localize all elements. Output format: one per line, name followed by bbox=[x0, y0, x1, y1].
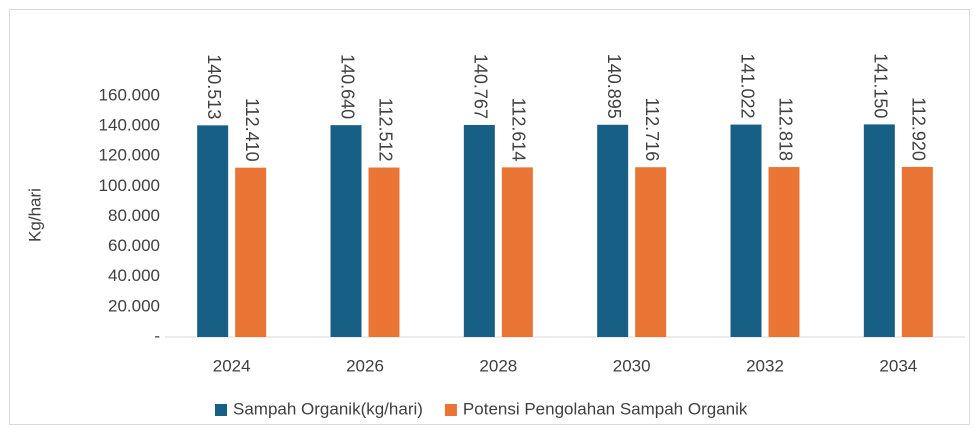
y-tick-label: 120.000 bbox=[99, 146, 160, 165]
bar bbox=[330, 125, 362, 337]
bar bbox=[463, 124, 495, 338]
data-label: 112.614 bbox=[509, 98, 529, 162]
x-tick-label: 2028 bbox=[479, 356, 517, 375]
y-tick-label: 100.000 bbox=[99, 176, 160, 195]
data-label: 140.767 bbox=[471, 54, 491, 119]
y-axis-label: Kg/hari bbox=[25, 188, 44, 242]
data-label: 141.150 bbox=[871, 53, 891, 118]
data-label: 112.410 bbox=[242, 98, 262, 162]
data-label: 112.512 bbox=[375, 98, 395, 162]
x-tick-label: 2032 bbox=[746, 356, 784, 375]
bar bbox=[235, 167, 267, 337]
x-tick-label: 2030 bbox=[613, 356, 651, 375]
y-tick-label: 140.000 bbox=[99, 116, 160, 135]
x-tick-label: 2024 bbox=[213, 356, 251, 375]
bar bbox=[368, 167, 400, 337]
data-label: 112.716 bbox=[642, 97, 662, 161]
data-label: 140.640 bbox=[337, 54, 357, 119]
legend-label: Sampah Organik(kg/hari) bbox=[233, 399, 423, 418]
legend-swatch bbox=[215, 404, 227, 416]
legend-label: Potensi Pengolahan Sampah Organik bbox=[463, 399, 748, 418]
data-label: 140.513 bbox=[204, 54, 224, 119]
bar bbox=[730, 124, 762, 338]
data-label: 112.818 bbox=[775, 97, 795, 161]
y-tick-label: 20.000 bbox=[108, 296, 160, 315]
data-label: 140.895 bbox=[604, 54, 624, 119]
y-tick-label: - bbox=[154, 326, 160, 345]
bar bbox=[768, 167, 800, 337]
bar bbox=[635, 167, 667, 337]
data-label: 112.920 bbox=[909, 97, 929, 161]
bar bbox=[901, 166, 933, 337]
legend-swatch bbox=[444, 404, 457, 416]
y-tick-label: 80.000 bbox=[108, 206, 160, 225]
bar bbox=[863, 124, 895, 337]
y-tick-label: 160.000 bbox=[99, 85, 160, 104]
y-tick-label: 40.000 bbox=[108, 266, 160, 285]
x-tick-label: 2026 bbox=[346, 356, 384, 375]
bar bbox=[597, 124, 629, 337]
x-tick-label: 2034 bbox=[879, 356, 917, 375]
data-label: 141.022 bbox=[737, 54, 757, 119]
y-tick-label: 60.000 bbox=[108, 236, 160, 255]
bar bbox=[197, 125, 229, 337]
bar bbox=[501, 167, 533, 337]
